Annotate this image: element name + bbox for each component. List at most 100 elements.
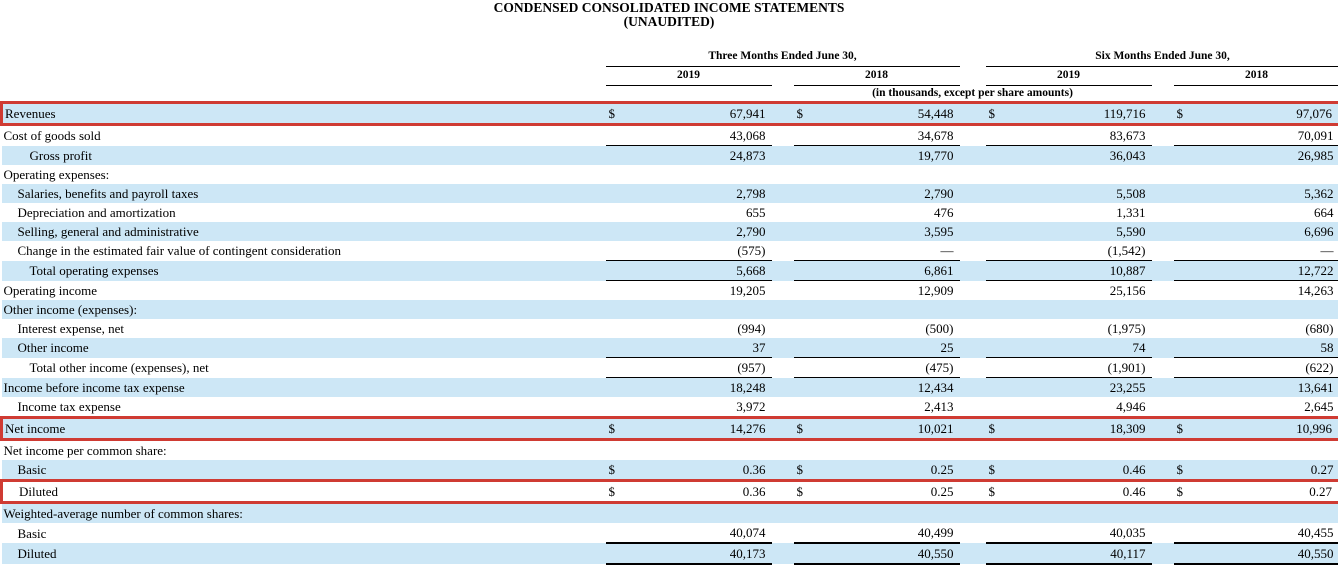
dollar-sign [794,338,820,358]
period-header-row: Three Months Ended June 30, Six Months E… [2,46,1338,67]
column-gap [772,319,794,338]
dollar-sign [606,319,632,338]
dollar-sign [794,203,820,222]
dollar-sign [986,543,1012,564]
row-label: Other income (expenses): [2,300,606,319]
dollar-sign [986,222,1012,241]
dollar-sign: $ [606,481,632,503]
column-gap [1152,460,1174,481]
cell-value: 58 [1200,338,1338,358]
row-label: Change in the estimated fair value of co… [2,241,606,261]
column-gap [960,222,986,241]
column-gap [1152,319,1174,338]
cell-value [632,165,772,184]
cell-value: 2,790 [632,222,772,241]
column-gap [772,338,794,358]
dollar-sign [794,397,820,418]
dollar-sign [794,165,820,184]
dollar-sign [986,397,1012,418]
cell-value: 12,909 [820,281,960,301]
dollar-sign [1174,203,1200,222]
column-gap [772,481,794,503]
column-gap [960,338,986,358]
dollar-sign [1174,281,1200,301]
column-gap [960,503,986,524]
column-gap [960,397,986,418]
dollar-sign [986,241,1012,261]
dollar-sign [794,378,820,398]
dollar-sign [986,358,1012,378]
dollar-sign [1174,397,1200,418]
table-row: Other income (expenses): [2,300,1338,319]
column-gap [1152,165,1174,184]
table-row: Diluted$0.36$0.25$0.46$0.27 [2,481,1338,503]
cell-value: 24,873 [632,146,772,166]
dollar-sign [986,281,1012,301]
dollar-sign: $ [1174,460,1200,481]
column-gap [1152,184,1174,203]
row-label: Weighted-average number of common shares… [2,503,606,524]
cell-value: 5,508 [1012,184,1152,203]
column-gap [960,523,986,543]
column-gap [960,165,986,184]
column-gap [960,418,986,440]
cell-value: (1,542) [1012,241,1152,261]
dollar-sign [986,261,1012,281]
cell-value: 10,021 [820,418,960,440]
table-row: Revenues$67,941$54,448$119,716$97,076 [2,103,1338,125]
table-row: Interest expense, net(994)(500)(1,975)(6… [2,319,1338,338]
cell-value: (475) [820,358,960,378]
cell-value [820,503,960,524]
cell-value: 12,434 [820,378,960,398]
row-label: Income before income tax expense [2,378,606,398]
year-header-row: 2019 2018 2019 2018 [2,67,1338,86]
column-gap [960,146,986,166]
cell-value: 0.27 [1200,460,1338,481]
dollar-sign: $ [1174,418,1200,440]
dollar-sign [606,222,632,241]
table-row: Net income per common share: [2,440,1338,461]
cell-value [1200,300,1338,319]
column-gap [772,378,794,398]
dollar-sign: $ [986,481,1012,503]
cell-value [1012,503,1152,524]
statement-subtitle: (UNAUDITED) [0,15,1338,29]
dollar-sign [794,281,820,301]
cell-value: 655 [632,203,772,222]
dollar-sign [986,378,1012,398]
dollar-sign [606,261,632,281]
table-row: Basic$0.36$0.25$0.46$0.27 [2,460,1338,481]
cell-value: 25 [820,338,960,358]
cell-value: 74 [1012,338,1152,358]
table-row: Income before income tax expense 18,248 12… [2,378,1338,398]
column-gap [960,319,986,338]
column-gap [1152,338,1174,358]
dollar-sign: $ [606,460,632,481]
column-gap [1152,241,1174,261]
cell-value: 40,035 [1012,523,1152,543]
dollar-sign [794,523,820,543]
cell-value: 476 [820,203,960,222]
row-label: Gross profit [2,146,606,166]
dollar-sign [986,319,1012,338]
cell-value: 0.46 [1012,460,1152,481]
cell-value: 40,455 [1200,523,1338,543]
cell-value: 40,550 [820,543,960,564]
dollar-sign: $ [1174,103,1200,125]
dollar-sign [1174,300,1200,319]
cell-value: 19,205 [632,281,772,301]
column-gap [772,125,794,146]
cell-value: 67,941 [632,103,772,125]
cell-value: 18,248 [632,378,772,398]
cell-value: 2,798 [632,184,772,203]
column-gap [960,103,986,125]
column-gap [960,378,986,398]
dollar-sign [606,146,632,166]
income-statement-table: Three Months Ended June 30, Six Months E… [0,46,1338,565]
